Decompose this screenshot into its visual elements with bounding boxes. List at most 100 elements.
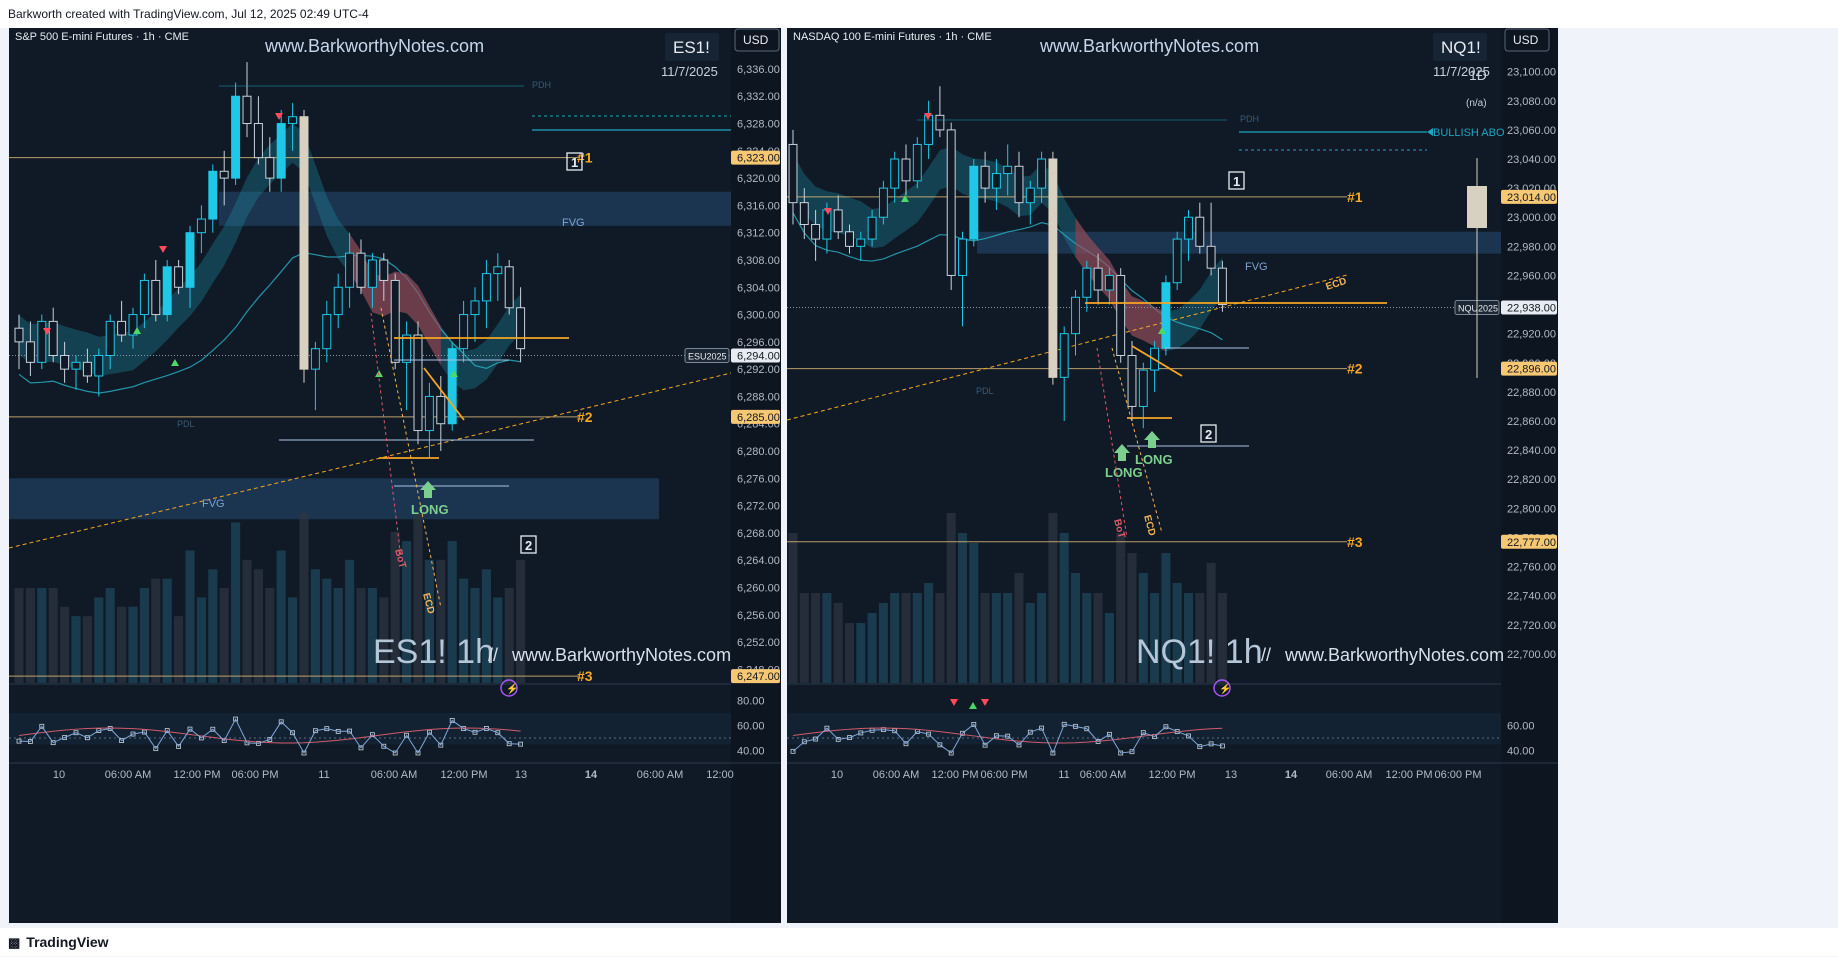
scenario-box bbox=[1200, 424, 1217, 443]
es-chart-svg[interactable]: #1 #2 #3 S&P 500 E-mini Futures · 1h · CME w… bbox=[9, 28, 781, 923]
setup-line bbox=[423, 367, 465, 421]
sell-signal-icon bbox=[159, 246, 167, 253]
candle-body bbox=[413, 334, 423, 432]
candle-body bbox=[105, 320, 115, 356]
candle-body bbox=[174, 266, 184, 288]
nq-chart-svg[interactable]: #1 #2 #3 NASDAQ 100 E-mini Futures · 1h · C… bbox=[787, 28, 1558, 923]
price-tick-label: 6,276.00 bbox=[737, 473, 780, 485]
candle-body bbox=[935, 114, 945, 131]
level-label: #2 bbox=[577, 409, 593, 425]
osc-line bbox=[792, 723, 1223, 755]
timeframe-label: 1D bbox=[1469, 67, 1487, 83]
volume-bar bbox=[957, 533, 968, 683]
price-badge-label: 6,294.00 bbox=[737, 351, 780, 363]
candle-body bbox=[265, 157, 275, 179]
sell-signal-icon bbox=[950, 699, 958, 706]
osc-candle bbox=[937, 742, 943, 748]
time-tick-label: 06:00 PM bbox=[980, 769, 1027, 781]
osc-candle bbox=[495, 730, 501, 736]
volume-bar bbox=[890, 593, 900, 683]
osc-candle bbox=[790, 748, 796, 754]
buy-signal-icon bbox=[171, 359, 179, 366]
volume-bar bbox=[151, 578, 161, 683]
price-tick-label: 6,320.00 bbox=[737, 173, 780, 185]
volume-bar bbox=[1161, 553, 1171, 683]
candle-body bbox=[980, 165, 990, 189]
candle-body bbox=[1195, 216, 1205, 247]
volume-bar bbox=[48, 588, 58, 683]
currency-box bbox=[1504, 28, 1550, 52]
volume-bar bbox=[1127, 553, 1137, 683]
watermark-separator: // bbox=[488, 645, 498, 665]
es-chart-panel[interactable]: #1 #2 #3 S&P 500 E-mini Futures · 1h · CME w… bbox=[9, 28, 781, 923]
candle-body bbox=[788, 143, 798, 204]
volume-bar bbox=[196, 597, 206, 683]
osc-candle bbox=[960, 730, 965, 736]
candle-body bbox=[1127, 355, 1137, 407]
volume-bar bbox=[470, 588, 480, 683]
volume-bar bbox=[288, 597, 298, 683]
candle-body bbox=[878, 187, 888, 218]
volume-bar bbox=[299, 513, 309, 683]
chart-title: NASDAQ 100 E-mini Futures · 1h · CME bbox=[793, 31, 992, 43]
currency-box bbox=[734, 28, 780, 52]
volume-bar bbox=[208, 569, 218, 683]
candle-body bbox=[151, 279, 161, 316]
volume-bar bbox=[265, 588, 275, 683]
long-arrow-icon bbox=[420, 481, 436, 498]
volume-bar bbox=[1059, 533, 1069, 683]
candle-body bbox=[196, 218, 206, 234]
volume-bar bbox=[367, 588, 377, 683]
osc-tick-label: 40.00 bbox=[1507, 746, 1535, 758]
volume-bar bbox=[516, 559, 526, 683]
time-tick-label: 10 bbox=[831, 769, 843, 781]
time-tick-label: 06:00 AM bbox=[371, 769, 417, 781]
price-badge bbox=[1501, 300, 1557, 315]
volume-bar bbox=[424, 559, 434, 683]
candle-body bbox=[242, 95, 252, 125]
candle-body bbox=[1184, 216, 1193, 240]
price-tick-label: 6,332.00 bbox=[737, 91, 780, 103]
long-label: LONG bbox=[411, 502, 449, 517]
time-tick-label: 13 bbox=[1225, 769, 1237, 781]
osc-tick-label: 60.00 bbox=[737, 721, 765, 733]
volume-bar bbox=[14, 588, 24, 683]
volume-bar bbox=[253, 569, 263, 683]
volume-bar bbox=[493, 597, 503, 683]
volume-bar bbox=[117, 606, 127, 683]
price-tick-label: 23,060.00 bbox=[1507, 125, 1556, 137]
osc-candle bbox=[404, 732, 410, 738]
price-tick-label: 22,960.00 bbox=[1507, 270, 1556, 282]
volume-bar bbox=[231, 522, 241, 683]
osc-candle bbox=[415, 750, 421, 756]
price-tick-label: 6,272.00 bbox=[737, 501, 780, 513]
time-tick-label: 12:00 PM bbox=[931, 769, 978, 781]
candle-body bbox=[946, 129, 956, 276]
candle-body bbox=[811, 224, 821, 240]
site-watermark: www.BarkworthyNotes.com bbox=[1039, 36, 1259, 56]
symbol-box bbox=[1433, 33, 1487, 61]
volume-bar bbox=[901, 593, 911, 683]
bullish-marker-icon bbox=[1427, 128, 1433, 136]
candle-body bbox=[60, 355, 70, 370]
nq-chart-panel[interactable]: #1 #2 #3 NASDAQ 100 E-mini Futures · 1h · C… bbox=[787, 28, 1558, 923]
buy-signal-icon bbox=[1158, 327, 1166, 334]
pdl-label: PDL bbox=[976, 386, 994, 396]
volume-bar bbox=[1183, 593, 1194, 683]
volume-bar bbox=[1138, 573, 1148, 683]
candle-body bbox=[345, 252, 355, 288]
candle-body bbox=[822, 209, 832, 240]
volume-bar bbox=[1217, 593, 1227, 683]
candle-body bbox=[1161, 282, 1171, 349]
contract-tag-box bbox=[684, 348, 730, 363]
volume-bar bbox=[185, 550, 195, 683]
volume-bar bbox=[413, 513, 423, 683]
candle-body bbox=[14, 327, 24, 343]
footer-brand[interactable]: ▩ TradingView bbox=[0, 928, 1838, 956]
time-tick-label: 12:00 bbox=[706, 769, 734, 781]
price-tick-label: 22,800.00 bbox=[1507, 503, 1556, 515]
price-axis-background bbox=[731, 28, 781, 923]
time-tick-label: 11 bbox=[1058, 769, 1069, 781]
watermark-separator: // bbox=[1261, 645, 1271, 665]
candle-body bbox=[48, 320, 58, 356]
